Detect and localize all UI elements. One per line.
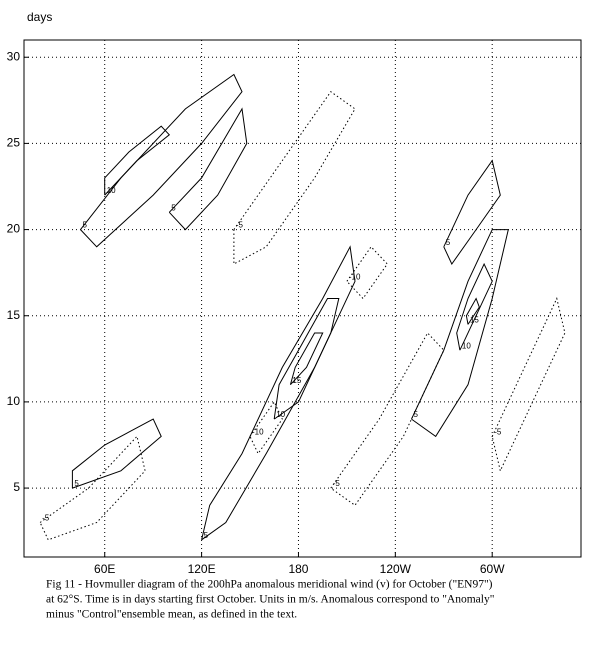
caption-line: at 62°S. Time is in days starting first … — [46, 594, 494, 606]
caption-line: Fig 11 - Hovmuller diagram of the 200hPa… — [46, 579, 493, 591]
contour-label: 15 — [470, 315, 479, 324]
caption-line: minus "Control"ensemble mean, as defined… — [46, 609, 297, 621]
x-tick-label: 120W — [380, 562, 412, 576]
x-tick-label: 180 — [288, 562, 308, 576]
x-tick-label: 120E — [188, 562, 216, 576]
contour-line — [443, 159, 501, 265]
plot-frame — [23, 39, 582, 558]
contour-line — [80, 73, 243, 248]
contour-line — [411, 229, 509, 438]
contour-label: -5 — [42, 514, 50, 523]
contour-line — [233, 91, 356, 265]
contour-label: 5 — [171, 203, 176, 212]
contour-label: -5 — [494, 427, 502, 436]
y-tick-label: 20 — [7, 222, 21, 236]
contour-label: 5 — [204, 531, 209, 540]
contour-label: -10 — [349, 272, 361, 281]
contour-label: 10 — [276, 410, 285, 419]
contour-label: 5 — [413, 410, 418, 419]
y-tick-label: 15 — [7, 308, 21, 322]
contour-line — [465, 297, 480, 325]
contour-line — [168, 107, 248, 231]
y-tick-label: 5 — [13, 480, 20, 494]
x-tick-label: 60E — [94, 562, 115, 576]
contour-line — [330, 332, 445, 506]
contour-line — [289, 332, 324, 386]
contour-line — [104, 125, 171, 196]
y-tick-label: 30 — [7, 49, 21, 63]
contour-label: 5 — [74, 479, 79, 488]
x-tick-label: 60W — [480, 562, 505, 576]
contour-line — [249, 400, 283, 455]
contour-label: -10 — [252, 427, 264, 436]
contour-line — [456, 262, 493, 351]
contour-line — [71, 418, 162, 489]
y-tick-label: 10 — [7, 394, 21, 408]
contour-label: 10 — [462, 341, 471, 350]
contour-line — [491, 296, 566, 473]
contour-label: 10 — [107, 186, 116, 195]
contour-label: 5 — [446, 238, 451, 247]
contour-line — [273, 298, 340, 420]
y-axis-label: days — [27, 10, 52, 24]
y-tick-label: 25 — [7, 136, 21, 150]
contour-label: 5 — [83, 221, 88, 230]
contour-line — [346, 246, 388, 300]
contour-line — [201, 245, 356, 541]
contour-label: 15 — [292, 376, 301, 385]
contour-label: -5 — [333, 479, 341, 488]
contour-label: -5 — [236, 221, 244, 230]
